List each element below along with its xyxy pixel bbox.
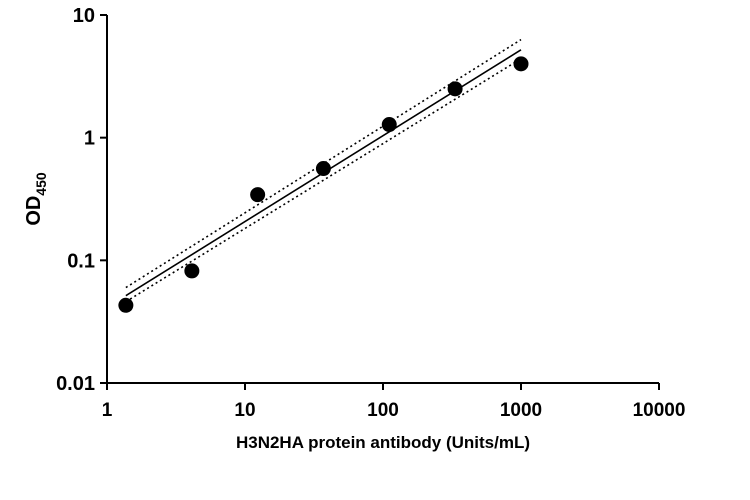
data-point <box>184 263 200 279</box>
y-tick-label: 0.1 <box>67 250 95 272</box>
data-point <box>447 81 463 97</box>
data-point <box>381 117 397 133</box>
x-tick-label: 1000 <box>500 400 542 421</box>
x-tick-label: 1 <box>102 400 113 421</box>
x-tick-label: 10 <box>234 400 255 421</box>
data-point <box>513 56 529 72</box>
x-tick-label: 10000 <box>633 400 686 421</box>
data-point <box>118 297 134 313</box>
y-tick-label: 1 <box>84 128 95 150</box>
y-axis-label-subscript: 450 <box>33 172 49 196</box>
y-axis-label-main: OD <box>23 196 45 226</box>
y-axis-label: OD450 <box>23 172 49 226</box>
y-tick-label: 0.01 <box>56 373 95 395</box>
confidence-line <box>125 58 522 303</box>
data-point <box>250 187 266 203</box>
y-tick-label: 10 <box>73 5 95 27</box>
x-axis-label: H3N2HA protein antibody (Units/mL) <box>236 433 530 452</box>
x-tick-label: 100 <box>367 400 399 421</box>
data-point <box>315 161 331 177</box>
